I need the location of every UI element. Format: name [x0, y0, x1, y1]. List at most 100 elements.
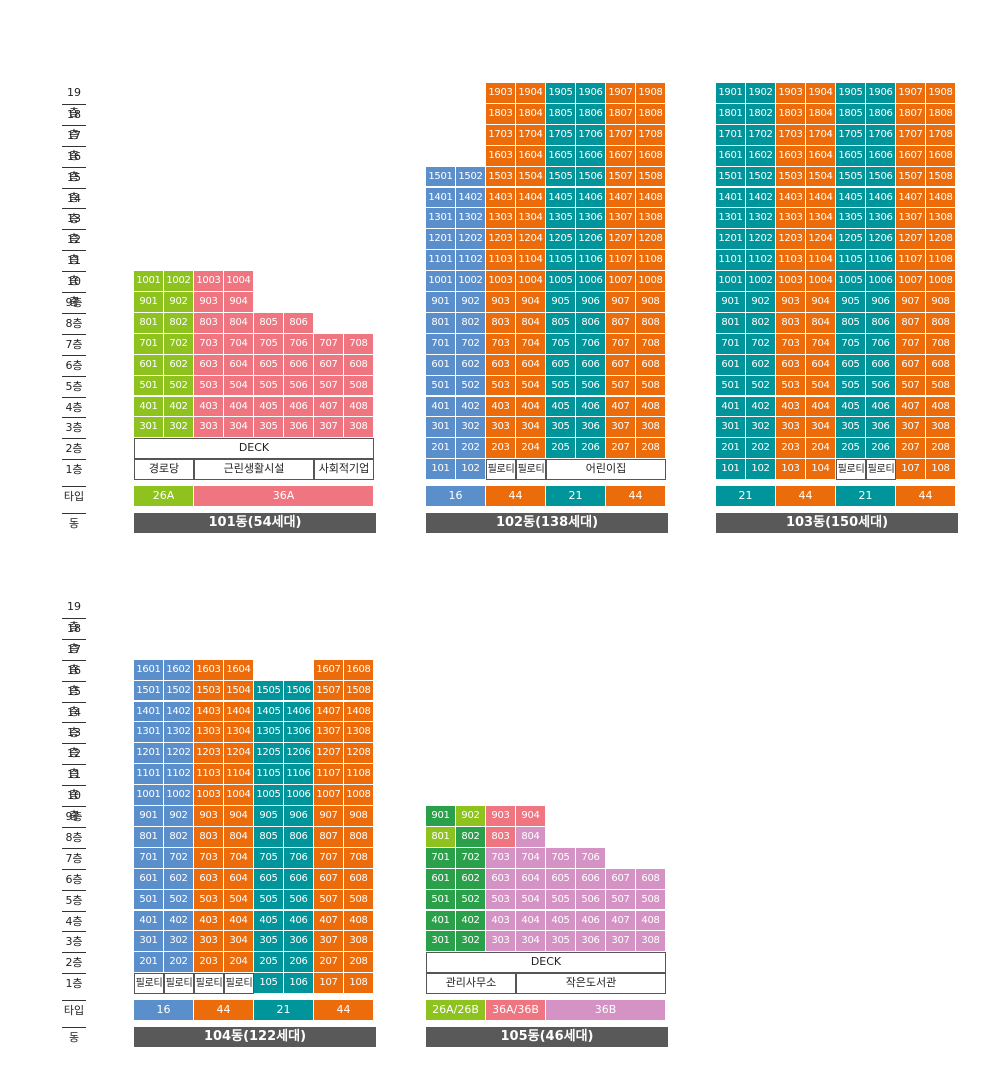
- unit-cell: 405: [546, 396, 576, 418]
- unit-cell: 606: [284, 868, 314, 890]
- type-bar-segment: 44: [606, 486, 666, 507]
- type-bar-segment: 44: [314, 1000, 374, 1021]
- type-bar-segment: 26A/26B: [426, 1000, 486, 1021]
- unit-cell: 1305: [254, 722, 284, 744]
- unit-cell: 706: [866, 333, 896, 355]
- unit-cell: 406: [284, 396, 314, 418]
- unit-cell: 802: [456, 312, 486, 334]
- unit-cell: 508: [344, 889, 374, 911]
- unit-cell: 603: [486, 868, 516, 890]
- unit-cell: 304: [806, 417, 836, 439]
- type-bar-segment: 36A: [194, 486, 374, 507]
- unit-cell: 1408: [636, 187, 666, 209]
- unit-cell: 1308: [926, 208, 956, 230]
- unit-cell: 308: [636, 417, 666, 439]
- unit-cell: 703: [486, 333, 516, 355]
- unit-cell: 407: [314, 396, 344, 418]
- unit-cell: 401: [134, 910, 164, 932]
- unit-cell: 401: [426, 910, 456, 932]
- unit-cell: 1203: [486, 229, 516, 251]
- unit-cell: 1806: [866, 103, 896, 125]
- unit-cell: 1201: [716, 229, 746, 251]
- unit-cell: 1303: [194, 722, 224, 744]
- unit-cell: 1206: [576, 229, 606, 251]
- unit-cell: 202: [456, 438, 486, 460]
- unit-cell: 1508: [344, 680, 374, 702]
- unit-cell: 902: [164, 292, 194, 313]
- unit-cell: 1202: [164, 743, 194, 765]
- unit-cell: 1706: [866, 124, 896, 146]
- unit-cell: 801: [426, 826, 456, 848]
- unit-cell: 407: [606, 396, 636, 418]
- unit-cell: 1302: [746, 208, 776, 230]
- unit-cell: 206: [866, 438, 896, 460]
- unit-cell: 201: [426, 438, 456, 460]
- unit-cell: 1904: [806, 83, 836, 104]
- unit-cell: 808: [344, 826, 374, 848]
- unit-cell: 1105: [546, 250, 576, 272]
- unit-cell: 1107: [314, 764, 344, 786]
- unit-cell: 803: [776, 312, 806, 334]
- unit-cell: 1803: [486, 103, 516, 125]
- unit-cell: 803: [486, 312, 516, 334]
- unit-cell: 607: [314, 354, 344, 376]
- unit-cell: 1905: [836, 83, 866, 104]
- unit-cell: 1707: [606, 124, 636, 146]
- unit-cell: 904: [224, 806, 254, 827]
- unit-cell: 1105: [836, 250, 866, 272]
- unit-cell: 303: [194, 931, 224, 953]
- unit-cell: 402: [164, 910, 194, 932]
- unit-cell: 806: [576, 312, 606, 334]
- unit-cell: 808: [926, 312, 956, 334]
- unit-cell: 1807: [606, 103, 636, 125]
- unit-cell: 705: [546, 847, 576, 869]
- unit-cell: 1603: [194, 659, 224, 681]
- unit-cell: 504: [516, 375, 546, 397]
- unit-cell: 905: [836, 292, 866, 313]
- unit-cell: 1002: [746, 271, 776, 292]
- unit-cell: 803: [194, 312, 224, 334]
- unit-cell: 필로티: [194, 973, 224, 995]
- unit-cell: 408: [344, 910, 374, 932]
- unit-cell: 901: [716, 292, 746, 313]
- unit-cell: 503: [194, 889, 224, 911]
- unit-cell: 305: [254, 417, 284, 439]
- floor-label: 16층: [62, 145, 86, 187]
- unit-cell: 105: [254, 973, 284, 995]
- unit-cell: 408: [344, 396, 374, 418]
- type-bar-segment: 44: [486, 486, 546, 507]
- unit-cell: 1507: [896, 166, 926, 188]
- unit-cell: 605: [836, 354, 866, 376]
- unit-cell: 1506: [576, 166, 606, 188]
- building-title: 105동(46세대): [426, 1027, 668, 1047]
- floor-label: 14층: [62, 187, 86, 229]
- unit-cell: 703: [486, 847, 516, 869]
- floor-label: 17층: [62, 638, 86, 680]
- unit-cell: 1106: [576, 250, 606, 272]
- unit-cell: 403: [194, 396, 224, 418]
- unit-cell: 301: [134, 931, 164, 953]
- unit-cell: 1607: [896, 145, 926, 167]
- type-bar-segment: 44: [194, 1000, 254, 1021]
- unit-cell: 903: [776, 292, 806, 313]
- unit-cell: 405: [546, 910, 576, 932]
- unit-cell: 1006: [284, 785, 314, 806]
- floor-label: 11층: [62, 250, 86, 291]
- unit-cell: 1001: [426, 271, 456, 292]
- unit-cell: 필로티: [486, 459, 516, 481]
- building-title: 104동(122세대): [134, 1027, 376, 1047]
- unit-cell: 401: [426, 396, 456, 418]
- unit-cell: 205: [254, 952, 284, 974]
- unit-cell: 302: [456, 931, 486, 953]
- unit-cell: 1002: [164, 271, 194, 292]
- unit-cell: 501: [426, 889, 456, 911]
- unit-cell: 1601: [716, 145, 746, 167]
- unit-cell: 904: [806, 292, 836, 313]
- unit-cell: 1608: [344, 659, 374, 681]
- unit-cell: 1301: [716, 208, 746, 230]
- unit-cell: 1205: [546, 229, 576, 251]
- unit-cell: 804: [806, 312, 836, 334]
- unit-cell: 902: [746, 292, 776, 313]
- unit-cell: 1903: [776, 83, 806, 104]
- deck-label: DECK: [426, 952, 666, 974]
